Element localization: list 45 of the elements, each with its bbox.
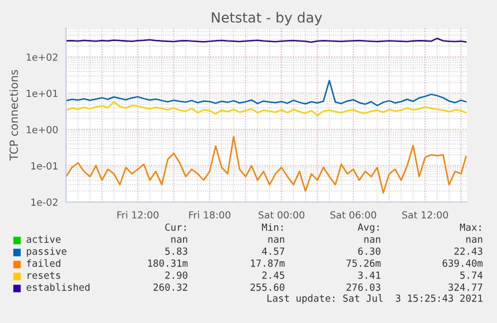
x-tick-label: Fri 18:00 xyxy=(189,211,230,219)
x-tick-label: Sat 00:00 xyxy=(258,211,304,219)
text: nan xyxy=(268,237,284,243)
text: nan xyxy=(171,237,188,243)
text: Min: xyxy=(262,223,283,231)
text: Avg: xyxy=(358,224,379,233)
y-tick-label: 1e+00 xyxy=(26,126,58,134)
text: Cur: xyxy=(165,223,186,231)
text: 639.40m xyxy=(442,259,483,267)
y-tick-label: 1e+02 xyxy=(26,53,58,61)
text: 6.30 xyxy=(358,247,380,255)
legend-label: active xyxy=(26,235,61,243)
text: Last update: Sat Jul 3 15:25:43 2021 xyxy=(267,294,482,304)
y-tick-label: 1e-02 xyxy=(31,198,58,206)
text: 255.60 xyxy=(250,283,284,291)
y-axis-title: TCP connections xyxy=(9,70,18,161)
x-tick-label: Sat 06:00 xyxy=(330,211,376,219)
text: 324.77 xyxy=(448,283,482,291)
line-series xyxy=(66,101,467,116)
legend-label: passive xyxy=(26,247,66,257)
line-series xyxy=(66,136,467,194)
legend-label: established xyxy=(26,283,90,291)
text: 180.31m xyxy=(148,259,188,267)
legend-label: resets xyxy=(28,272,60,279)
text: 2.45 xyxy=(262,271,284,279)
text: Max: xyxy=(460,224,481,231)
text: 5.74 xyxy=(460,272,483,279)
y-tick-label: 1e-01 xyxy=(31,162,58,170)
text: nan xyxy=(364,237,380,243)
x-tick-label: Sat 12:00 xyxy=(402,211,448,219)
text: 2.90 xyxy=(165,271,188,279)
text: 5.83 xyxy=(165,247,188,255)
text: 276.03 xyxy=(346,283,380,291)
text: nan xyxy=(466,237,482,243)
chart-title: Netstat - by day xyxy=(212,12,322,26)
text: 260.32 xyxy=(154,283,188,291)
legend-label: failed xyxy=(26,259,60,267)
text: 22.43 xyxy=(454,247,482,255)
text: 3.41 xyxy=(358,271,380,279)
text: 17.87m xyxy=(251,259,285,267)
line-series xyxy=(66,80,467,106)
x-tick-label: Fri 12:00 xyxy=(117,211,159,219)
y-tick-label: 1e+01 xyxy=(26,90,58,98)
text: 75.26m xyxy=(346,259,381,267)
text: 4.57 xyxy=(262,248,284,255)
